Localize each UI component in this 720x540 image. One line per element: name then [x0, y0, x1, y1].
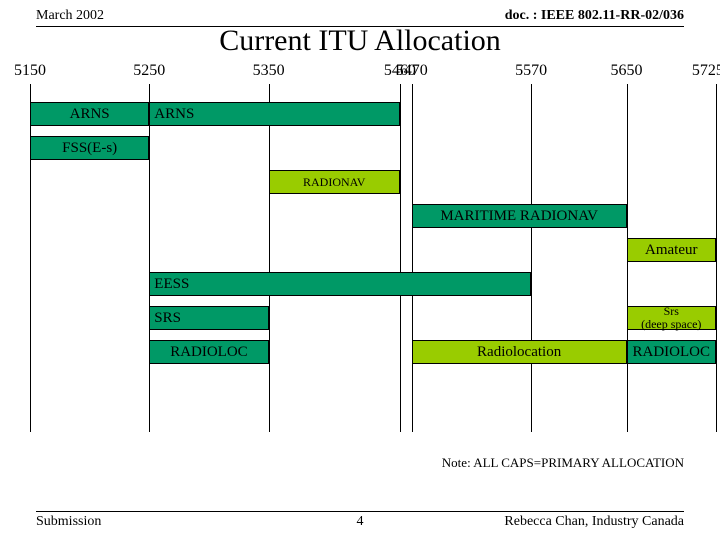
band-label: FSS(E-s)	[58, 140, 121, 157]
allocation-band: Radiolocation	[412, 340, 627, 364]
allocation-band: RADIOLOC	[149, 340, 268, 364]
allocation-band: MARITIME RADIONAV	[412, 204, 627, 228]
allocation-band: ARNS	[149, 102, 400, 126]
freq-label: 5650	[611, 62, 643, 80]
freq-label: 5350	[253, 62, 285, 80]
footer-rule	[36, 511, 684, 512]
header-left: March 2002	[36, 8, 104, 24]
gridline	[531, 84, 532, 432]
page-title: Current ITU Allocation	[0, 24, 720, 58]
band-label: RADIONAV	[299, 176, 369, 189]
band-label: SRS	[150, 310, 185, 327]
gridline	[149, 84, 150, 432]
gridline	[400, 84, 401, 432]
band-label: Srs(deep space)	[637, 305, 705, 330]
band-label: ARNS	[66, 106, 114, 123]
gridline	[716, 84, 717, 432]
allocation-band: SRS	[149, 306, 268, 330]
band-label: RADIOLOC	[166, 344, 252, 361]
allocation-band: RADIOLOC	[627, 340, 716, 364]
freq-label: 5150	[14, 62, 46, 80]
band-label: EESS	[150, 276, 193, 293]
band-label: ARNS	[150, 106, 198, 123]
footnote: Note: ALL CAPS=PRIMARY ALLOCATION	[442, 455, 684, 471]
gridline	[412, 84, 413, 432]
freq-label: 5570	[515, 62, 547, 80]
allocation-band: RADIONAV	[269, 170, 400, 194]
band-label: Radiolocation	[473, 344, 565, 361]
freq-label: 5250	[133, 62, 165, 80]
band-label: RADIOLOC	[629, 344, 715, 361]
allocation-band: ARNS	[30, 102, 149, 126]
gridline	[269, 84, 270, 432]
band-label: Amateur	[641, 242, 701, 259]
allocation-chart: 51505250535054605470557056505725 MHzARNS…	[0, 62, 720, 442]
allocation-band: EESS	[149, 272, 531, 296]
freq-label: 5725 MHz	[692, 62, 720, 80]
band-label: MARITIME RADIONAV	[436, 208, 602, 225]
header-right: doc. : IEEE 802.11-RR-02/036	[505, 8, 684, 24]
allocation-band: Amateur	[627, 238, 716, 262]
freq-label: 5470	[396, 62, 428, 80]
footer-right: Rebecca Chan, Industry Canada	[504, 514, 684, 530]
allocation-band: Srs(deep space)	[627, 306, 716, 330]
allocation-band: FSS(E-s)	[30, 136, 149, 160]
